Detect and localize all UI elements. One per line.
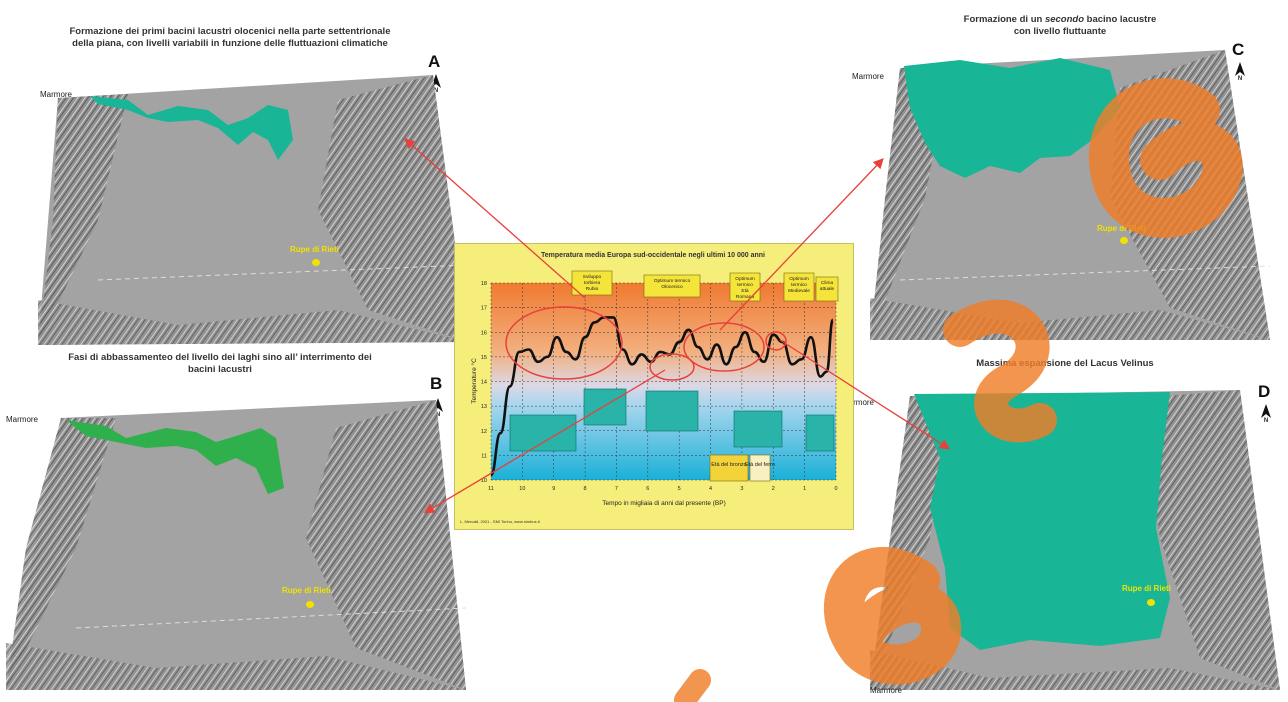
- lake-a: [90, 96, 293, 160]
- panel-d-caption: Massima espansione del Lacus Velinus: [976, 358, 1154, 369]
- watermark-letter-3: [823, 547, 961, 685]
- highlight-ellipse-2: [649, 353, 695, 381]
- rupe-di-rieti-dot-c: [1120, 237, 1128, 244]
- top-annotation-label: Medievale: [788, 288, 810, 294]
- rupe-di-rieti-dot-b: [306, 601, 314, 608]
- north-arrow-d-icon: N: [1259, 404, 1273, 424]
- annotation-box-4: [733, 410, 783, 448]
- top-annotation-label: termico: [791, 282, 807, 288]
- y-tick-label: 15: [481, 355, 487, 361]
- marmore-label-b: Marmore: [6, 415, 39, 424]
- rupe-di-rieti-label-b: Rupe di Rieti: [282, 586, 331, 595]
- x-axis-label: Tempo in migliaia di anni dal presente (…: [602, 500, 726, 507]
- arrow-to-d: [779, 339, 951, 450]
- iron-age-box: [749, 454, 771, 482]
- rupe-di-rieti-dot-d: [1147, 599, 1155, 606]
- north-arrow-c-icon: N: [1233, 62, 1247, 82]
- terrain-map-a: [38, 75, 469, 345]
- top-annotation-box: [729, 272, 761, 302]
- top-annotation-label: Optimum: [789, 276, 808, 282]
- top-annotation-label: termico: [737, 282, 753, 288]
- top-annotation-box: [783, 272, 815, 302]
- y-tick-label: 14: [481, 380, 487, 386]
- watermark-letter-2: [943, 299, 1057, 443]
- panel-c-caption: Formazione di un secondo bacino lacustre…: [963, 14, 1157, 37]
- iron-age-label: Età del ferro: [745, 462, 775, 468]
- top-annotation-label: Età: [741, 288, 749, 294]
- x-tick-label: 2: [772, 486, 775, 492]
- lake-c: [904, 58, 1120, 178]
- y-tick-label: 13: [481, 404, 487, 410]
- top-annotation-label: Rubio: [586, 286, 599, 292]
- lake-d: [914, 392, 1170, 650]
- lake-b: [66, 420, 284, 494]
- annotation-box-5: [805, 414, 835, 452]
- panel-b-caption: Fasi di abbassamenteo del livello dei la…: [68, 352, 372, 375]
- arrow-to-b: [423, 369, 666, 514]
- x-tick-label: 5: [678, 486, 681, 492]
- x-tick-label: 11: [488, 486, 494, 492]
- marmore-label-a: Marmore: [40, 90, 73, 99]
- x-tick-label: 10: [519, 486, 525, 492]
- x-tick-label: 9: [552, 486, 555, 492]
- y-tick-label: 18: [481, 281, 487, 287]
- annotation-box-2: [583, 388, 627, 426]
- highlight-ellipse-4: [765, 331, 787, 351]
- y-tick-label: 17: [481, 306, 487, 312]
- x-tick-label: 0: [834, 486, 837, 492]
- top-annotation-box: [643, 274, 701, 298]
- terrain-map-b: [6, 400, 467, 690]
- y-tick-label: 12: [481, 429, 487, 435]
- top-annotation-label: torbiera: [584, 280, 601, 286]
- rupe-di-rieti-label-a: Rupe di Rieti: [290, 245, 339, 254]
- temperature-series-line: [489, 316, 835, 477]
- marmore-label-d: Marmore: [842, 398, 875, 407]
- x-tick-label: 1: [803, 486, 806, 492]
- highlight-ellipse-3: [683, 322, 765, 372]
- marmore-label-d-bottom: Marmore: [870, 686, 903, 695]
- top-annotation-label: Romana: [736, 294, 754, 300]
- x-tick-label: 7: [615, 486, 618, 492]
- top-annotation-box: [571, 270, 613, 296]
- rupe-di-rieti-label-c: Rupe di Rieti: [1097, 224, 1146, 233]
- y-tick-label: 10: [481, 478, 487, 484]
- rupe-di-rieti-label-d: Rupe di Rieti: [1122, 584, 1171, 593]
- arrow-to-c: [719, 158, 884, 331]
- top-annotation-label: Clima: [821, 280, 834, 286]
- rupe-di-rieti-dot-a: [312, 259, 320, 266]
- annotation-box-3: [645, 390, 699, 432]
- highlight-ellipse-1: [505, 306, 623, 380]
- bronze-age-box: [709, 454, 749, 482]
- y-tick-label: 11: [481, 453, 487, 459]
- arrow-to-a: [404, 138, 586, 299]
- watermark-letter-1: [1088, 78, 1243, 238]
- watermark-letter-4: [674, 669, 711, 702]
- y-tick-label: 16: [481, 330, 487, 336]
- panel-c-letter: C: [1232, 40, 1245, 59]
- panel-d-letter: D: [1258, 382, 1271, 401]
- top-annotation-label: Optimum termico: [654, 278, 691, 284]
- x-tick-label: 8: [584, 486, 587, 492]
- chart-credit: L. Mercalli, 2001 - SMI Torino, www.nimb…: [460, 519, 541, 524]
- top-annotation-label: Sviluppo: [583, 274, 602, 280]
- x-tick-label: 6: [646, 486, 649, 492]
- annotation-box-1: [509, 414, 577, 452]
- panel-b-letter: B: [430, 374, 443, 393]
- x-tick-label: 3: [740, 486, 743, 492]
- panel-a-letter: A: [428, 52, 441, 71]
- top-annotation-box: [815, 276, 839, 302]
- x-tick-label: 4: [709, 486, 712, 492]
- marmore-label-c: Marmore: [852, 72, 885, 81]
- top-annotation-label: Optimum: [735, 276, 754, 282]
- top-annotation-label: Olocenico: [661, 284, 683, 290]
- top-annotation-label: attuale: [820, 286, 835, 292]
- bronze-age-label: Età del bronzo: [711, 462, 746, 468]
- chart-title: Temperatura media Europa sud-occidentale…: [541, 252, 765, 259]
- panel-a-caption: Formazione dei primi bacini lacustri olo…: [69, 26, 391, 49]
- y-axis-label: Temperature °C: [470, 358, 478, 404]
